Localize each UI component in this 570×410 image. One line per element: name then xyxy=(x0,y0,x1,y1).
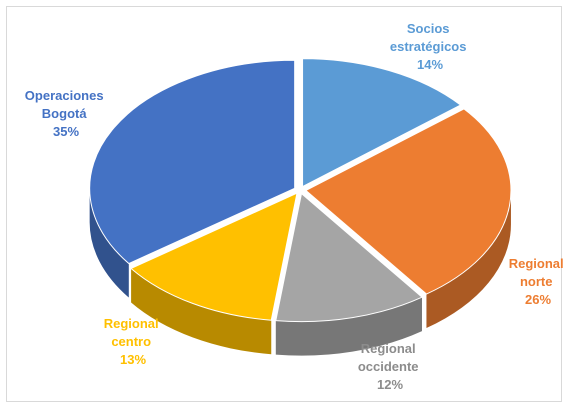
label-centro-line2: centro xyxy=(111,334,151,349)
pie-slice-regional-norte xyxy=(305,108,512,295)
pie-side-regional-norte xyxy=(426,190,511,329)
label-bogota-line1: Operaciones xyxy=(25,88,104,103)
label-centro: Regional centro 13% xyxy=(104,316,163,367)
label-bogota-line2: Bogotá xyxy=(42,106,88,121)
label-bogota-value: 35% xyxy=(53,124,79,139)
pie-slice-socios-estrategicos xyxy=(302,58,462,188)
label-occidente-line1: Regional xyxy=(361,341,416,356)
label-occidente: Regional occidente 12% xyxy=(358,341,422,392)
label-socios: Socios estratégicos 14% xyxy=(390,21,470,72)
label-centro-value: 13% xyxy=(120,352,146,367)
label-norte: Regional norte 26% xyxy=(509,256,568,307)
label-socios-line1: Socios xyxy=(407,21,450,36)
label-occidente-value: 12% xyxy=(377,377,403,392)
pie-slice-regional-occidente xyxy=(275,192,423,323)
label-norte-line2: norte xyxy=(520,274,553,289)
pie-tops xyxy=(89,58,512,323)
label-socios-value: 14% xyxy=(417,57,443,72)
pie-slice-operaciones-bogota xyxy=(89,59,296,265)
pie-side-regional-occidente xyxy=(275,297,422,356)
label-norte-line1: Regional xyxy=(509,256,564,271)
label-socios-line2: estratégicos xyxy=(390,39,467,54)
label-norte-value: 26% xyxy=(525,292,551,307)
pie-slice-regional-centro xyxy=(130,192,298,321)
label-centro-line1: Regional xyxy=(104,316,159,331)
label-occidente-line2: occidente xyxy=(358,359,419,374)
pie-side-regional-centro xyxy=(131,268,272,355)
label-bogota: Operaciones Bogotá 35% xyxy=(25,88,107,139)
